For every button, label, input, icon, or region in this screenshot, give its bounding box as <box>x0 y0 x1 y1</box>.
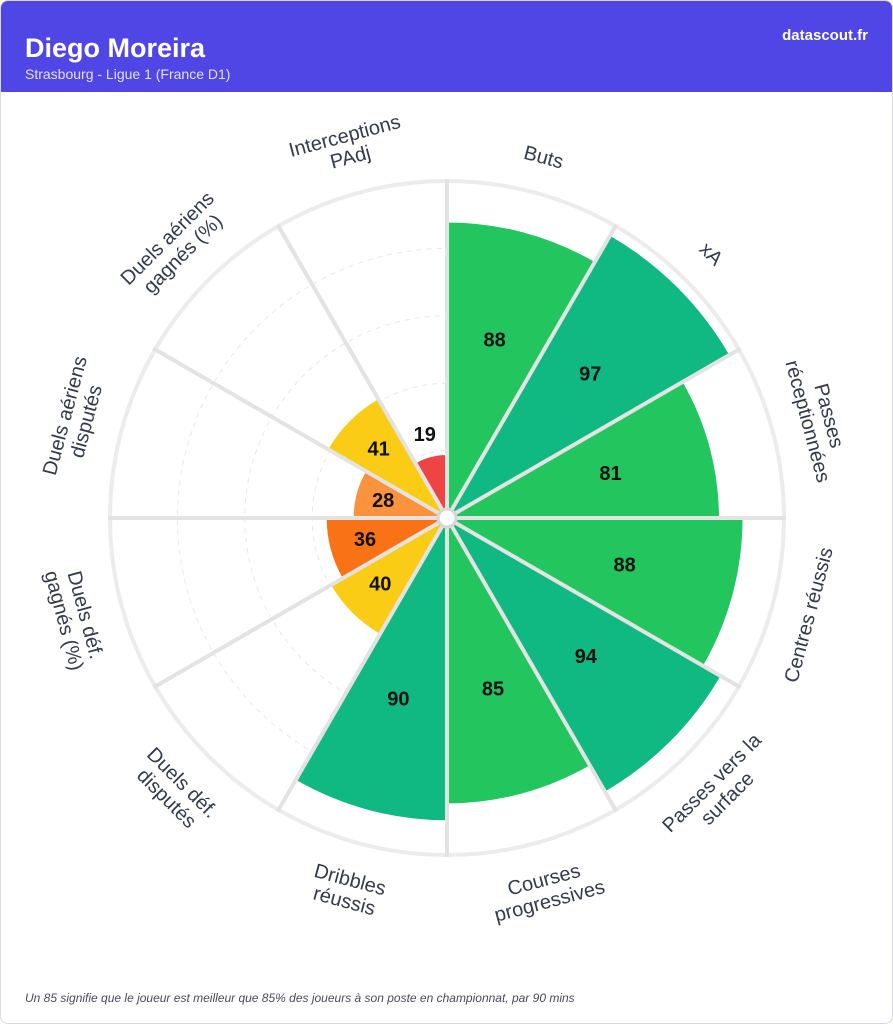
value-label-12: 19 <box>414 424 436 446</box>
value-label-4: 88 <box>613 555 635 577</box>
wedge-4 <box>443 517 745 668</box>
value-label-10: 28 <box>372 490 394 512</box>
value-label-8: 40 <box>369 574 391 596</box>
spoke-12 <box>275 223 449 520</box>
category-label-3: Passesréceptionnées <box>780 352 855 485</box>
wedge-5 <box>444 515 723 794</box>
center-hub <box>436 507 458 529</box>
wedge-7 <box>293 514 448 823</box>
category-label-2: xA <box>695 238 728 271</box>
category-label-4: Centres réussis <box>781 545 838 685</box>
category-label-1: Buts <box>521 142 565 174</box>
value-label-1: 88 <box>483 329 505 351</box>
category-label-9: Duels déf.gagnés (%) <box>40 563 109 673</box>
spoke-11 <box>152 346 449 520</box>
spoke-6 <box>445 517 619 813</box>
brand-link[interactable]: datascout.fr <box>782 27 868 44</box>
value-label-2: 97 <box>579 364 601 386</box>
player-name: Diego Moreira <box>25 33 206 63</box>
value-label-9: 36 <box>354 529 376 551</box>
polar-chart: 88 97 81 88 94 85 90 40 36 28 41 19 Buts xA Passesréce… <box>39 111 855 927</box>
header-bar: Diego Moreira Strasbourg - Ligue 1 (Fran… <box>1 1 892 92</box>
spoke-8 <box>275 517 449 813</box>
value-label-3: 81 <box>599 463 621 485</box>
wedge-3 <box>443 380 721 519</box>
spoke-3 <box>446 346 742 520</box>
category-label-10: Duels aériensdisputés <box>39 354 113 484</box>
category-label-8: Duels déf.disputés <box>127 744 222 839</box>
value-label-7: 90 <box>387 689 409 711</box>
value-label-5: 94 <box>575 646 598 668</box>
value-label-6: 85 <box>482 679 504 701</box>
spoke-9 <box>152 516 449 690</box>
wedge-6 <box>446 514 592 806</box>
spoke-2 <box>445 223 619 520</box>
footnote: Un 85 signifie que le joueur est meilleu… <box>25 991 575 1005</box>
spoke-5 <box>446 516 742 690</box>
player-subtitle: Strasbourg - Ligue 1 (France D1) <box>25 66 231 82</box>
category-label-12: InterceptionsPAdj <box>287 111 409 183</box>
category-label-6: Coursesprogressives <box>486 855 607 927</box>
category-label-7: Dribblesréussis <box>306 860 388 921</box>
value-label-11: 41 <box>367 439 389 461</box>
wedge-1 <box>446 220 597 522</box>
wedge-2 <box>444 233 732 521</box>
